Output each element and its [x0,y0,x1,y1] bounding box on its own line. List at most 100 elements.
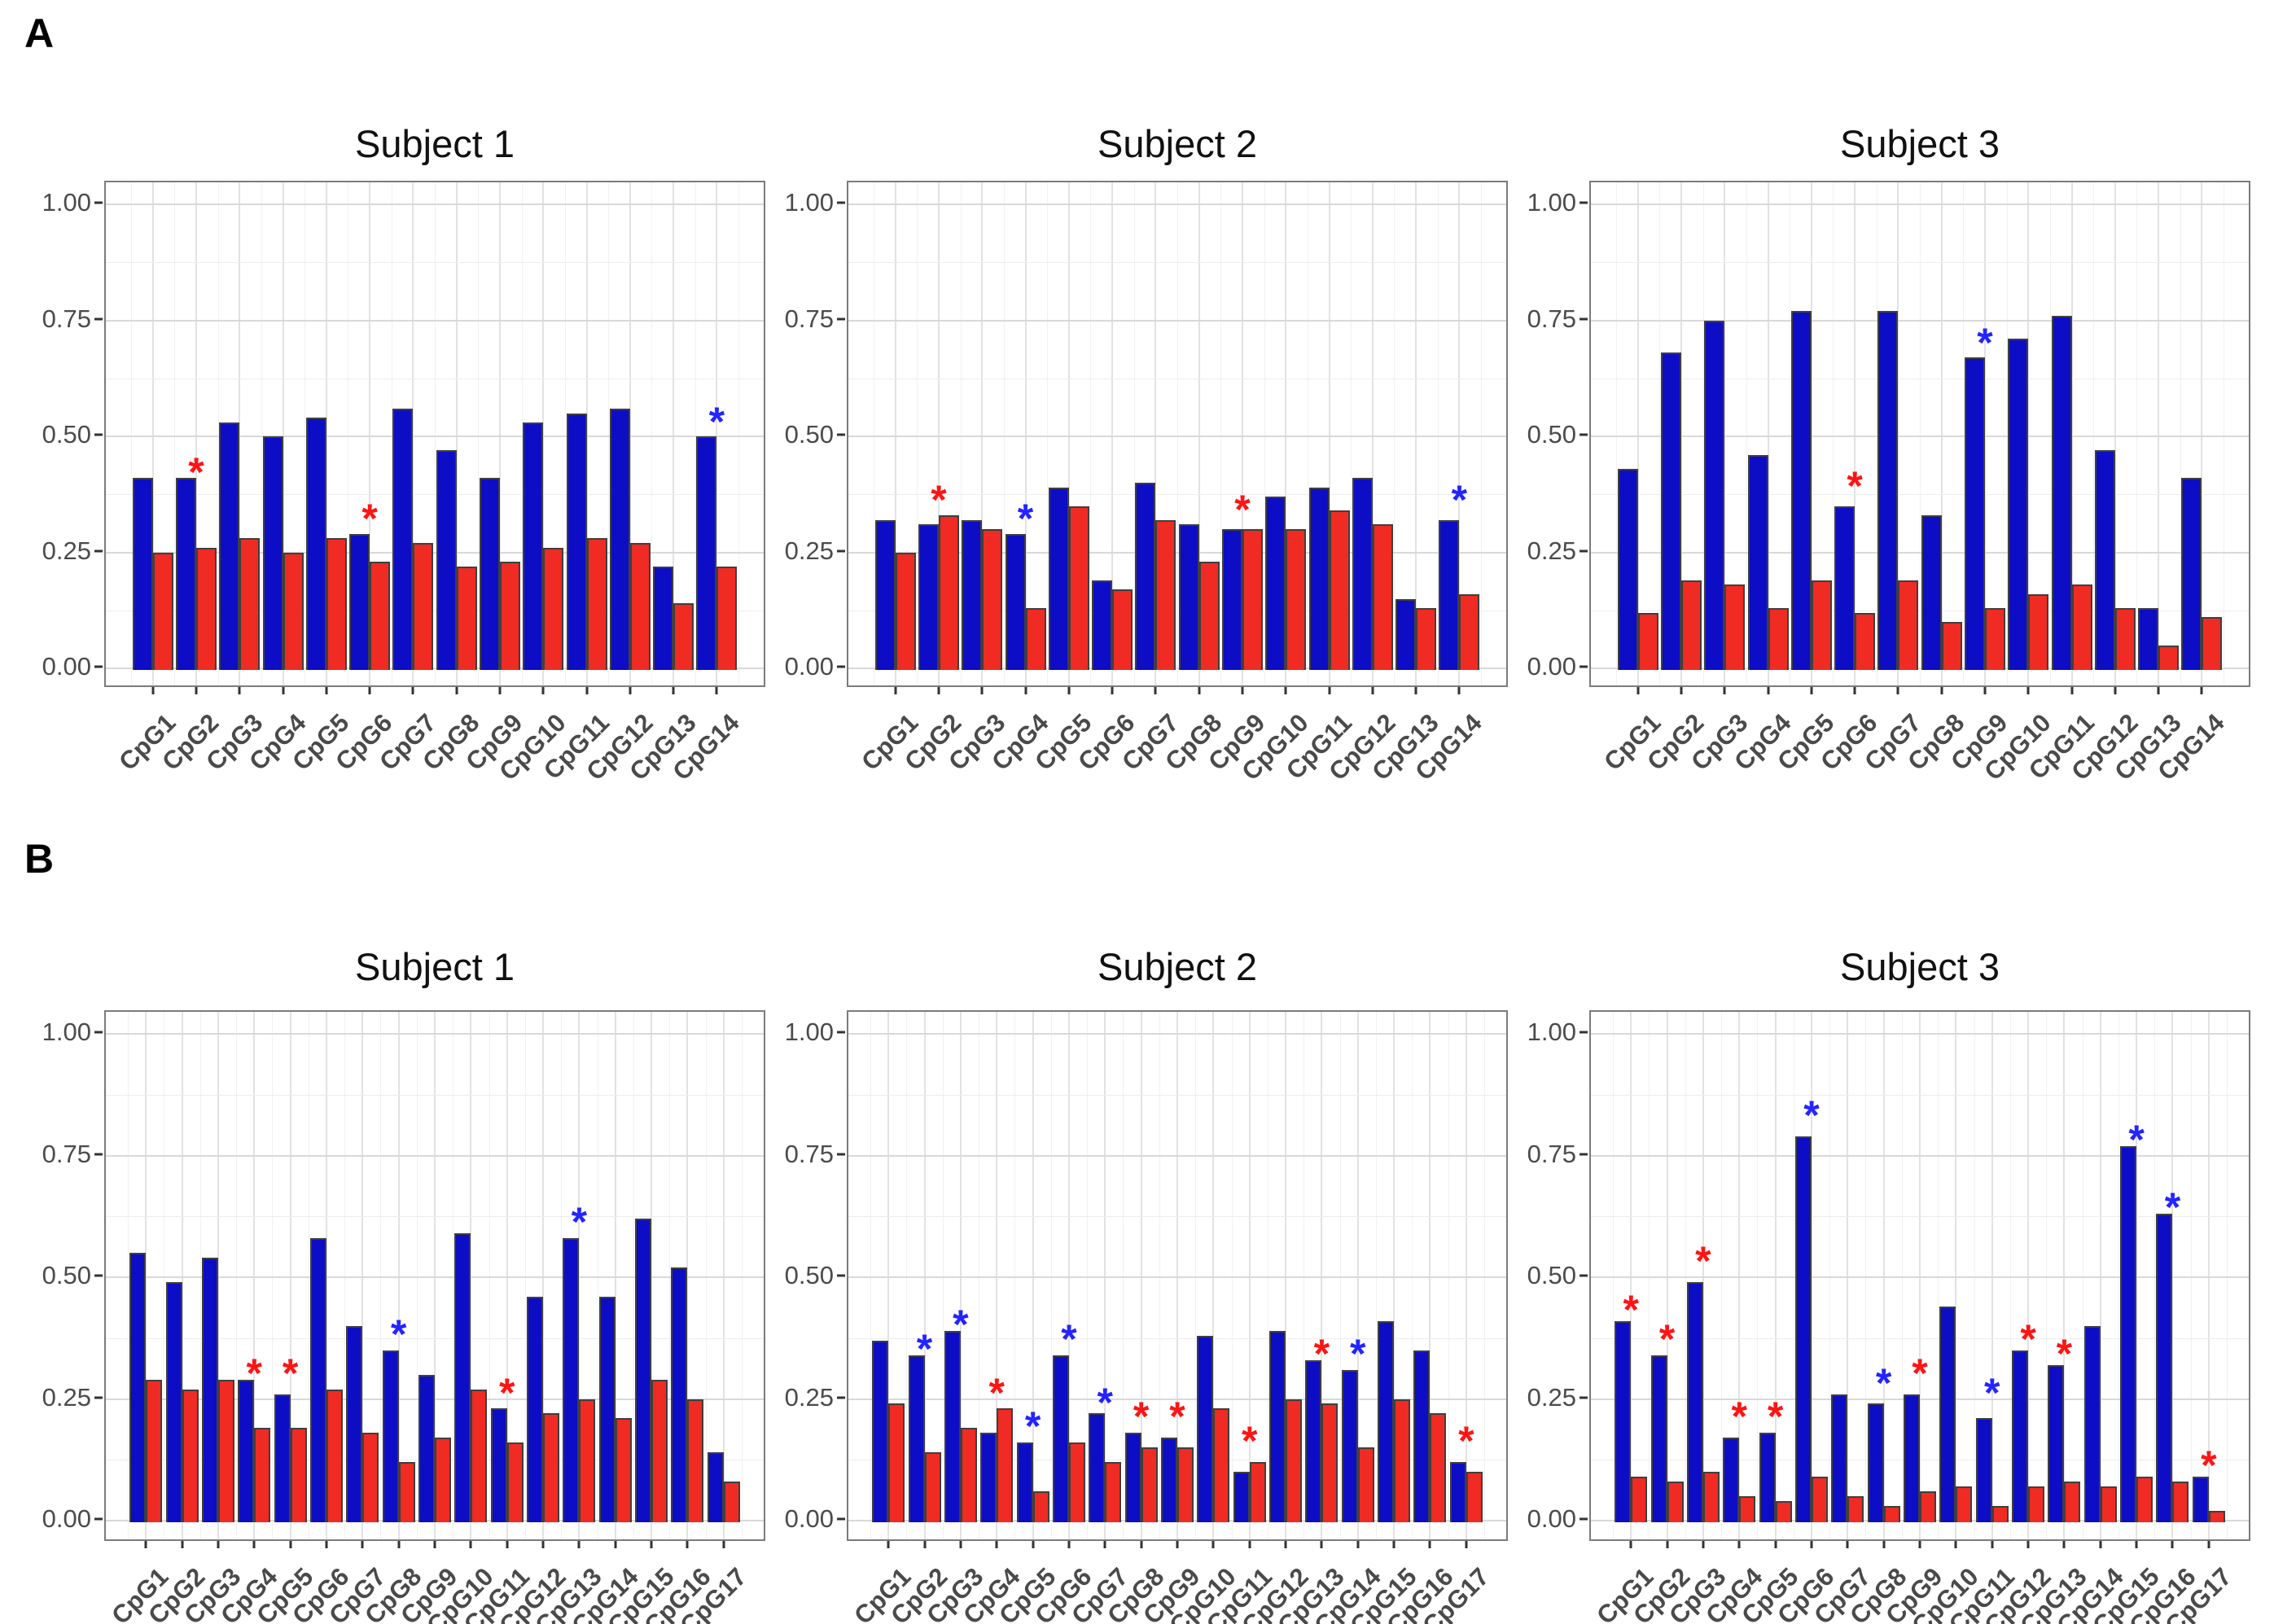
y-axis: 0.00 0.25 0.50 0.75 1.00 [1526,181,1589,687]
significance-asterisk-red-CpG13: * [1313,1330,1330,1377]
bar-blue-CpG10 [454,1233,471,1522]
x-tick-mark [2135,1541,2138,1548]
significance-asterisk-blue-CpG8: * [390,1311,407,1357]
panel-b-label: B [24,836,55,882]
bar-blue-CpG6 [1794,1136,1812,1522]
bar-red-CpG8 [398,1462,415,1522]
y-axis: 0.00 0.25 0.50 0.75 1.00 [783,181,847,687]
significance-asterisk-red-CpG9: * [1169,1394,1185,1440]
bar-blue-CpG14 [2083,1325,2101,1522]
x-tick-mark [1320,1541,1323,1548]
gridline-vertical-major [195,182,197,685]
plot-wrap: * * * * * * * * * * * * * * CpG1 CpG2 CpG3 CpG4 CpG5 CpG6 C… [1589,1010,2250,1624]
bar-blue-CpG1 [874,519,896,670]
bar-blue-CpG1 [872,1340,889,1522]
bar-blue-CpG2 [165,1281,182,1522]
gridline-vertical-major [2027,1012,2030,1539]
bar-red-CpG15 [1394,1399,1411,1522]
x-axis-labels: CpG1 CpG2 CpG3 CpG4 CpG5 CpG6 CpG7 CpG8 CpG9 CpG1… [847,1552,1508,1624]
gridline-vertical-minor [380,1012,382,1539]
bar-red-CpG6 [1068,1442,1085,1522]
gridline-vertical-major [1774,1012,1777,1539]
bar-blue-CpG12 [2012,1350,2029,1522]
bar-blue-CpG6 [1834,506,1856,670]
gridline-vertical-major [1702,1012,1704,1539]
x-tick-mark [1954,1541,1957,1548]
bar-red-CpG6 [1811,1477,1828,1522]
x-tick-mark [1032,1541,1035,1548]
gridline-vertical-minor [1448,1012,1449,1539]
bar-red-CpG14 [716,566,738,670]
bar-blue-CpG8 [1867,1403,1884,1522]
x-tick-mark [1067,1541,1071,1548]
y-tick-mark [1580,1153,1588,1155]
gridline-vertical-major [2099,1012,2101,1539]
bar-red-CpG12 [629,543,651,670]
y-tick-label: 0.75 [784,304,834,333]
x-axis-labels: CpG1 CpG2 CpG3 CpG4 CpG5 CpG6 CpG7 CpG8 CpG9 CpG1… [104,698,765,790]
bar-blue-CpG13 [2138,607,2159,670]
bar-red-CpG1 [146,1379,163,1522]
gridline-vertical-minor [651,182,653,685]
bar-red-CpG14 [1459,593,1480,670]
significance-asterisk-red-CpG2: * [1658,1315,1676,1362]
x-axis-ticks [104,687,765,698]
significance-asterisk-red-CpG17: * [2201,1442,2217,1489]
significance-asterisk-red-CpG11: * [1241,1418,1258,1464]
gridline-horizontal-minor [1591,494,2249,496]
significance-asterisk-red-CpG11: * [498,1369,515,1416]
bar-red-CpG7 [413,543,434,670]
x-tick-mark [397,1541,401,1548]
chart-b-subject-3: Subject 3 0.00 0.25 0.50 0.75 1.00 * * * * * * * * *… [1526,922,2250,1624]
bar-red-CpG8 [1198,561,1220,670]
x-tick-mark [2026,687,2030,694]
bar-blue-CpG11 [490,1408,507,1522]
bar-red-CpG11 [1249,1462,1266,1522]
x-tick-mark [1737,1541,1741,1548]
panel-a: A Subject 1 0.00 0.25 0.50 0.75 1.00 * * * CpG… [24,11,2250,790]
gridline-horizontal-minor [848,1337,1506,1339]
y-tick-mark [94,1153,103,1155]
gridline-vertical-minor [669,1012,671,1539]
gridline-vertical-minor [1829,1012,1831,1539]
bar-blue-CpG6 [1052,1355,1069,1522]
bar-blue-CpG8 [382,1350,399,1522]
bar-blue-CpG11 [2051,315,2072,670]
bar-red-CpG17 [723,1482,740,1522]
bar-red-CpG3 [217,1379,234,1522]
significance-asterisk-blue-CpG9: * [1977,319,1993,366]
bar-red-CpG9 [499,561,520,670]
bar-red-CpG5 [326,538,347,670]
bar-red-CpG6 [370,561,391,670]
bar-red-CpG14 [615,1418,632,1522]
gridline-vertical-minor [2049,182,2051,685]
gridline-vertical-major [1176,1012,1178,1539]
gridline-vertical-major [289,1012,291,1539]
x-tick-mark [1176,1541,1179,1548]
gridline-vertical-major [2201,182,2203,685]
gridline-vertical-minor [1014,1012,1016,1539]
x-tick-mark [1371,687,1374,694]
x-tick-mark [1983,687,1987,694]
bar-blue-CpG8 [1921,514,1942,670]
gridline-vertical-minor [1231,1012,1233,1539]
gridline-vertical-major [629,182,631,685]
gridline-vertical-minor [1649,1012,1650,1539]
gridline-vertical-minor [561,1012,563,1539]
y-tick-mark [1580,317,1588,320]
bar-blue-CpG6 [349,533,370,670]
bar-blue-CpG4 [1747,454,1768,670]
x-axis-labels: CpG1 CpG2 CpG3 CpG4 CpG5 CpG6 CpG7 CpG8 CpG9 CpG1… [1589,1552,2250,1624]
gridline-vertical-major [1328,182,1330,685]
x-tick-mark [937,687,940,694]
y-tick-label: 0.00 [42,1504,91,1533]
y-tick-mark [1580,665,1588,668]
chart-body: 0.00 0.25 0.50 0.75 1.00 * * * * * * * * * * * * * * CpG1… [1526,1010,2250,1624]
x-tick-mark [672,687,675,694]
x-tick-mark [361,1541,364,1548]
x-tick-mark [411,687,414,694]
chart-title: Subject 3 [1840,121,2000,165]
x-tick-mark [650,1541,653,1548]
bar-blue-CpG3 [1686,1281,1703,1522]
x-tick-mark [1241,687,1244,694]
